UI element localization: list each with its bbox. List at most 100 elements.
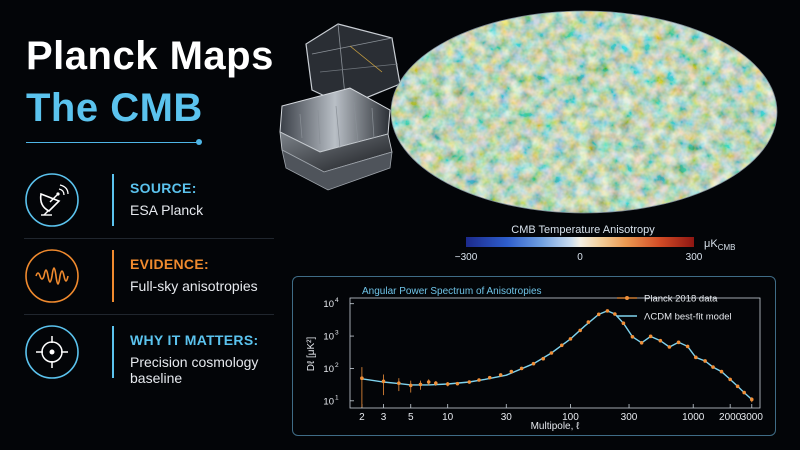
title-divider-dot	[196, 139, 202, 145]
data-point	[498, 373, 503, 377]
source-card: SOURCE: ESA Planck	[24, 168, 274, 236]
data-point	[719, 369, 724, 374]
x-tick-label: 3000	[741, 412, 764, 423]
colorbar-tick-max: 300	[685, 252, 703, 263]
data-point	[360, 376, 364, 380]
data-point	[596, 312, 601, 317]
data-point	[703, 359, 707, 363]
data-point	[586, 320, 591, 324]
data-point	[549, 351, 554, 355]
data-point	[749, 397, 754, 402]
x-axis-label: Multipole, ℓ	[531, 421, 581, 432]
title-line-2: The CMB	[26, 86, 203, 130]
data-point	[685, 344, 690, 349]
source-value: ESA Planck	[130, 202, 204, 218]
card-separator	[24, 238, 274, 239]
data-point	[621, 321, 626, 325]
data-point	[531, 361, 536, 366]
data-point	[509, 369, 514, 374]
crosshair-target-icon	[24, 324, 80, 380]
y-tick-exponent: 3	[335, 330, 339, 337]
data-point	[613, 312, 617, 316]
y-tick-exponent: 4	[335, 297, 339, 304]
cmb-sky-map	[390, 10, 778, 214]
colorbar-unit: μKCMB	[704, 238, 735, 252]
data-point	[477, 378, 481, 382]
data-point	[728, 377, 732, 382]
why-it-matters-card: WHY IT MATTERS: Precision cosmology base…	[24, 320, 274, 388]
data-point	[467, 380, 472, 384]
data-point	[397, 381, 401, 386]
data-point	[541, 356, 546, 361]
x-tick-label: 5	[408, 412, 414, 423]
x-tick-label: 2000	[719, 412, 742, 423]
legend-data-label: Planck 2018 data	[644, 294, 718, 305]
colorbar-title: CMB Temperature Anisotropy	[511, 224, 655, 236]
power-spectrum-panel	[292, 276, 776, 436]
why-it-matters-value: Precision cosmology baseline	[130, 354, 259, 386]
data-point	[455, 381, 460, 386]
y-tick-label: 10	[323, 332, 334, 343]
y-tick-exponent: 1	[335, 394, 339, 401]
data-point	[418, 382, 423, 387]
wave-signal-icon	[24, 248, 80, 304]
y-tick-label: 10	[323, 364, 334, 375]
data-point	[408, 383, 413, 388]
data-point	[605, 309, 610, 313]
evidence-value: Full-sky anisotropies	[130, 278, 258, 294]
data-point	[381, 379, 386, 384]
colorbar-unit-base: μK	[704, 238, 718, 250]
colorbar-tick-zero: 0	[577, 252, 583, 263]
data-point	[648, 334, 653, 339]
x-tick-label: 1000	[682, 412, 705, 423]
why-it-matters-label: WHY IT MATTERS:	[130, 332, 259, 348]
data-point	[639, 340, 644, 345]
data-point	[658, 338, 663, 343]
data-point	[559, 343, 564, 348]
temperature-colorbar	[466, 237, 694, 247]
card-separator	[24, 314, 274, 315]
title-line-1: Planck Maps	[26, 34, 274, 78]
data-point	[742, 390, 746, 395]
x-tick-label: 30	[501, 412, 513, 423]
data-point	[711, 365, 715, 369]
power-spectrum-chart: Angular Power Spectrum of Anisotropies 2…	[306, 286, 764, 432]
data-point	[445, 382, 450, 386]
source-label: SOURCE:	[130, 180, 197, 196]
x-tick-label: 10	[442, 412, 454, 423]
data-point	[630, 334, 635, 339]
source-card-accent-bar	[112, 174, 114, 226]
why-card-accent-bar	[112, 326, 114, 378]
x-tick-label: 3	[381, 412, 387, 423]
data-point	[578, 328, 582, 333]
data-point	[676, 340, 681, 345]
data-point	[487, 375, 492, 380]
chart-title: Angular Power Spectrum of Anisotropies	[362, 286, 542, 297]
data-point	[568, 337, 573, 341]
y-tick-label: 10	[323, 299, 334, 310]
legend-model-label: ΛCDM best-fit model	[644, 312, 732, 323]
y-tick-exponent: 2	[335, 362, 339, 369]
data-point	[434, 381, 438, 386]
evidence-card: EVIDENCE: Full-sky anisotropies	[24, 244, 274, 312]
x-tick-label: 300	[621, 412, 638, 423]
evidence-card-accent-bar	[112, 250, 114, 302]
colorbar-unit-subscript: CMB	[717, 243, 736, 253]
data-point	[694, 355, 698, 360]
data-point	[426, 380, 431, 384]
title-divider	[26, 142, 198, 143]
satellite-dish-icon	[24, 172, 80, 228]
evidence-label: EVIDENCE:	[130, 256, 209, 272]
plot-frame	[349, 297, 761, 409]
x-tick-label: 2	[359, 412, 365, 423]
legend-data-marker	[625, 296, 629, 300]
data-point	[735, 384, 740, 389]
x-tick-label: 100	[562, 412, 579, 423]
y-axis-label: Dℓ [μK²]	[306, 337, 317, 372]
colorbar-tick-min: −300	[454, 252, 478, 263]
data-point	[667, 345, 672, 349]
data-point	[519, 366, 524, 371]
planck-satellite-illustration	[279, 23, 401, 191]
y-tick-label: 10	[323, 396, 334, 407]
chart-legend: Planck 2018 data ΛCDM best-fit model	[617, 294, 732, 323]
